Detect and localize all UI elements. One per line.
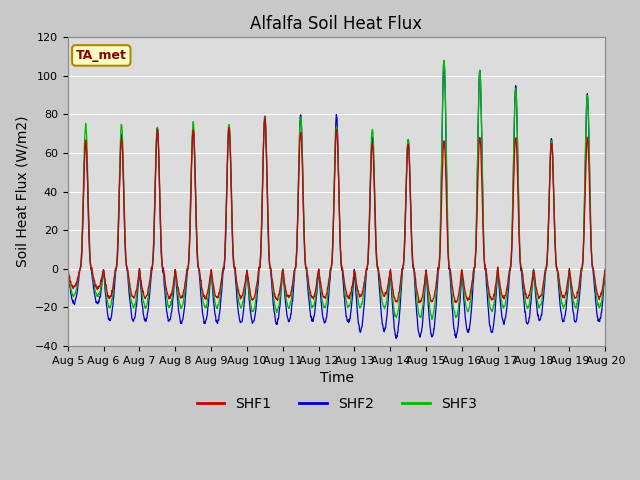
- SHF2: [244, 272, 252, 277]
- Line: SHF3: SHF3: [68, 60, 605, 320]
- Legend: SHF1, SHF2, SHF3: SHF1, SHF2, SHF3: [191, 391, 482, 416]
- SHF3: [428, 317, 436, 323]
- SHF1: [64, 267, 72, 273]
- SHF1: [420, 282, 428, 288]
- SHF1: [184, 267, 191, 273]
- SHF1: [170, 275, 178, 280]
- SHF2: [64, 267, 72, 273]
- Text: TA_met: TA_met: [76, 49, 127, 62]
- SHF3: [538, 296, 546, 301]
- SHF2: [420, 300, 428, 305]
- SHF3: [491, 296, 499, 302]
- SHF2: [440, 58, 448, 63]
- SHF1: [538, 288, 546, 294]
- SHF2: [184, 269, 191, 275]
- SHF1: [261, 115, 269, 121]
- SHF3: [440, 58, 448, 63]
- SHF3: [420, 294, 428, 300]
- SHF2: [602, 267, 609, 273]
- SHF2: [538, 309, 546, 314]
- SHF2: [170, 280, 178, 286]
- SHF1: [602, 266, 609, 272]
- SHF3: [602, 266, 609, 272]
- SHF3: [64, 265, 72, 271]
- Title: Alfalfa Soil Heat Flux: Alfalfa Soil Heat Flux: [250, 15, 422, 33]
- SHF1: [416, 300, 424, 306]
- SHF2: [491, 311, 499, 317]
- SHF2: [392, 336, 400, 341]
- Line: SHF1: SHF1: [68, 118, 605, 303]
- SHF1: [244, 270, 252, 276]
- X-axis label: Time: Time: [319, 371, 353, 385]
- Line: SHF2: SHF2: [68, 60, 605, 338]
- SHF3: [244, 270, 252, 276]
- Y-axis label: Soil Heat Flux (W/m2): Soil Heat Flux (W/m2): [15, 116, 29, 267]
- SHF3: [184, 265, 191, 271]
- SHF3: [170, 276, 178, 282]
- SHF1: [491, 288, 499, 294]
